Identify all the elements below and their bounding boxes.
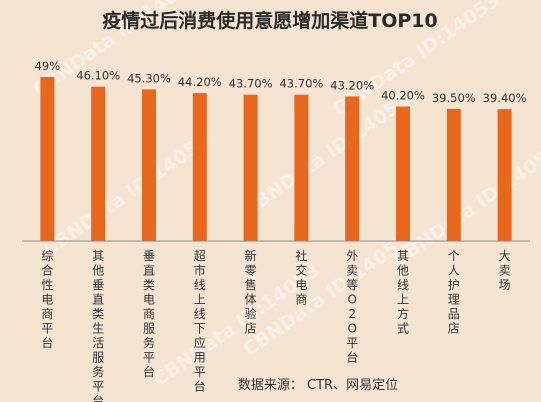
category-label-9: 个人护理品店 xyxy=(448,249,460,336)
category-label-6: 社交电商 xyxy=(295,248,307,307)
chart-title: 疫情过后消费使用意愿增加渠道TOP10 xyxy=(102,9,437,32)
category-label-4: 超市线上线下应用平台 xyxy=(194,248,206,394)
value-label-10: 39.40% xyxy=(483,91,527,105)
watermarks: CBNData ID:14053 CBNData ID:14053CBNData … xyxy=(29,0,541,391)
value-label-2: 46.10% xyxy=(76,69,120,83)
category-label-5: 新零售体验店 xyxy=(245,248,257,336)
watermark-4: CBNData ID:14053 xyxy=(239,89,414,221)
value-label-4: 44.20% xyxy=(178,75,222,89)
category-labels: 综合性电商平台 其他垂直类生活服务平台 垂直类电商服务平台 超市线上线下应用平台 新零售… xyxy=(41,248,510,402)
bar-9 xyxy=(446,108,461,241)
bar-8 xyxy=(396,106,410,241)
watermark-6: CBNData ID:14053 xyxy=(389,139,541,271)
value-label-5: 43.70% xyxy=(229,77,273,91)
category-label-10: 大卖场 xyxy=(499,249,511,292)
value-label-9: 39.50% xyxy=(432,91,476,105)
bar-10 xyxy=(497,109,512,241)
value-label-1: 49% xyxy=(35,59,61,73)
bar-1 xyxy=(40,77,55,241)
bars xyxy=(40,77,512,242)
category-label-7: 外卖等 O 2 O 平台 xyxy=(346,249,358,365)
category-label-3: 垂直类电商服务平台 xyxy=(143,249,155,379)
bar-4 xyxy=(192,93,207,241)
bar-7 xyxy=(345,96,360,242)
value-label-3: 45.30% xyxy=(127,71,171,85)
value-label-6: 43.70% xyxy=(279,77,323,91)
value-label-7: 43.20% xyxy=(330,78,374,92)
value-labels: 49% 46.10% 45.30% 44.20% 43.70% 43.70% 43.20% 4… xyxy=(35,59,527,105)
source-note: 数据来源： CTR、网易定位 xyxy=(238,378,398,393)
bar-2 xyxy=(91,86,106,241)
category-label-2: 其他垂直类生活服务平台 xyxy=(92,249,104,402)
category-label-8: 其他线上方式 xyxy=(397,249,409,336)
bar-3 xyxy=(142,89,156,242)
value-label-8: 40.20% xyxy=(381,89,425,103)
bar-5 xyxy=(243,94,258,241)
bar-6 xyxy=(294,94,309,241)
category-label-1: 综合性电商平台 xyxy=(41,249,53,350)
